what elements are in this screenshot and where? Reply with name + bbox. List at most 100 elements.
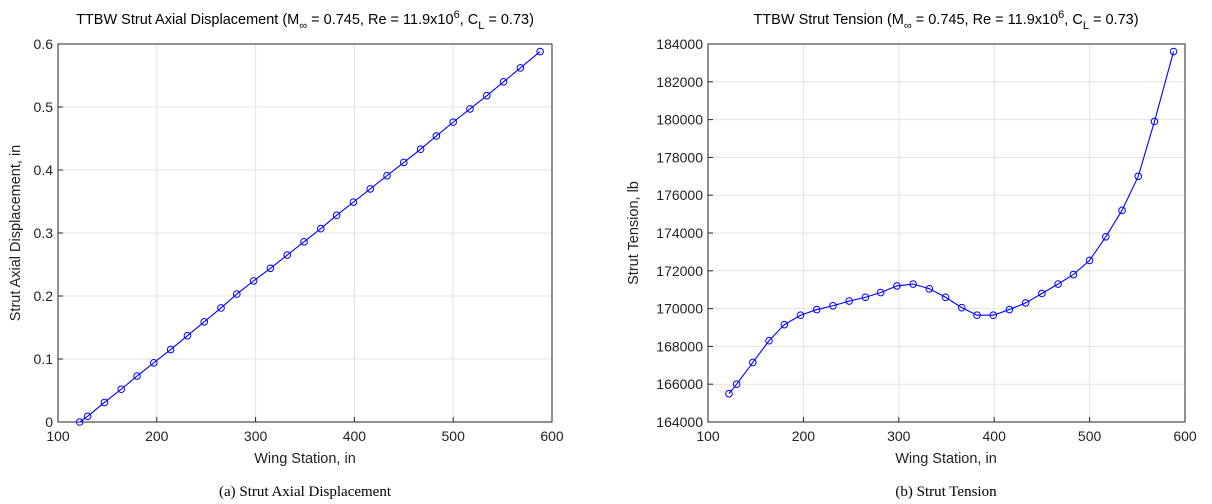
ticks: 100 200 300 400 500 600 164000 166000 168000 1700…	[656, 36, 1197, 444]
y-tick-label: 166000	[656, 376, 703, 392]
data-point	[249, 277, 258, 285]
figure-caption: (a) Strut Axial Displacement	[219, 484, 392, 500]
y-tick-label: 182000	[656, 74, 703, 90]
grid	[58, 44, 552, 422]
y-tick-label: 174000	[656, 225, 703, 241]
x-tick-label: 100	[46, 428, 70, 444]
data-point	[725, 389, 733, 398]
x-tick-label: 600	[1173, 428, 1197, 444]
y-tick-label: 164000	[656, 414, 703, 430]
series-line	[728, 51, 1175, 394]
y-tick-label: 170000	[656, 301, 703, 317]
y-tick-label: 0.4	[34, 162, 54, 178]
data-point	[1005, 305, 1014, 314]
x-tick-label: 400	[343, 428, 367, 444]
data-point	[1021, 299, 1030, 307]
data-point	[150, 358, 158, 367]
data-point	[1134, 172, 1143, 181]
grid	[708, 44, 1185, 422]
x-tick-label: 300	[244, 428, 268, 444]
y-tick-label: 168000	[656, 338, 703, 354]
x-tick-label: 400	[983, 428, 1007, 444]
data-point	[117, 385, 126, 394]
data-point	[432, 132, 441, 140]
chart-title: TTBW Strut Tension (M∞ = 0.745, Re = 11.…	[753, 9, 1138, 32]
y-tick-label: 172000	[656, 263, 703, 279]
y-tick-label: 176000	[656, 187, 703, 203]
x-tick-label: 200	[145, 428, 169, 444]
data-point	[400, 158, 408, 167]
data-point	[183, 331, 192, 340]
x-tick-label: 500	[442, 428, 466, 444]
y-tick-label: 184000	[656, 36, 703, 52]
y-tick-label: 0.2	[34, 288, 54, 304]
data-point	[812, 305, 821, 314]
x-axis-label: Wing Station, in	[254, 451, 356, 467]
data-point	[1118, 206, 1126, 215]
data-point	[1169, 47, 1178, 56]
data-point	[83, 412, 92, 421]
data-point	[829, 301, 837, 310]
y-tick-label: 0	[45, 414, 53, 430]
data-point	[300, 238, 308, 246]
data-point	[366, 185, 375, 193]
x-tick-label: 600	[540, 428, 564, 444]
data-point	[317, 224, 325, 233]
data-point	[499, 78, 508, 86]
data-series	[725, 47, 1178, 398]
data-point	[1054, 280, 1062, 288]
x-axis-label: Wing Station, in	[895, 451, 997, 467]
x-tick-label: 100	[696, 428, 720, 444]
data-point	[1038, 289, 1046, 298]
data-point	[1150, 117, 1159, 126]
data-point	[861, 293, 870, 302]
data-point	[765, 336, 773, 345]
data-point	[909, 280, 917, 288]
chart-strut-tension: 100 200 300 400 500 600 164000 166000 168000 1700…	[626, 9, 1197, 500]
data-series	[75, 47, 544, 426]
ticks: 100 200 300 400 500 600 0 0.1 0.2 0.3 0.4 0.5 0.6	[34, 36, 564, 444]
data-point	[1102, 232, 1110, 241]
data-point	[283, 251, 292, 259]
data-point	[133, 372, 141, 380]
data-point	[516, 64, 525, 72]
data-point	[166, 345, 175, 354]
y-axis-label: Strut Tension, lb	[626, 181, 642, 285]
x-tick-label: 200	[792, 428, 816, 444]
data-point	[75, 418, 84, 426]
data-point	[217, 304, 225, 312]
data-point	[1085, 256, 1094, 265]
y-tick-label: 0.6	[34, 36, 54, 52]
data-point	[332, 211, 341, 220]
data-point	[233, 290, 241, 298]
data-point	[200, 318, 209, 326]
data-point	[749, 358, 757, 367]
data-point	[893, 282, 901, 290]
data-point	[941, 293, 950, 302]
series-line	[79, 51, 541, 423]
data-point	[466, 105, 474, 113]
data-point	[1069, 270, 1078, 279]
y-tick-label: 0.1	[34, 351, 54, 367]
data-point	[732, 380, 741, 389]
y-tick-label: 178000	[656, 149, 703, 165]
data-point	[536, 47, 544, 56]
data-point	[845, 297, 853, 305]
chart-title: TTBW Strut Axial Displacement (M∞ = 0.74…	[76, 9, 534, 32]
y-axis-label: Strut Axial Displacement, in	[8, 145, 24, 322]
data-point	[100, 398, 109, 407]
data-point	[973, 311, 981, 320]
data-point	[482, 91, 491, 100]
figure-caption: (b) Strut Tension	[895, 484, 997, 500]
y-tick-label: 0.3	[34, 225, 54, 241]
data-point	[349, 198, 358, 206]
x-tick-label: 300	[887, 428, 911, 444]
data-point	[957, 303, 966, 312]
data-point	[876, 288, 885, 297]
chart-axial-displacement: 100 200 300 400 500 600 0 0.1 0.2 0.3 0.4 0.5 0.6 TT…	[8, 9, 564, 500]
data-point	[266, 264, 275, 273]
y-tick-label: 0.5	[34, 99, 54, 115]
y-tick-label: 180000	[656, 112, 703, 128]
data-point	[449, 118, 458, 126]
